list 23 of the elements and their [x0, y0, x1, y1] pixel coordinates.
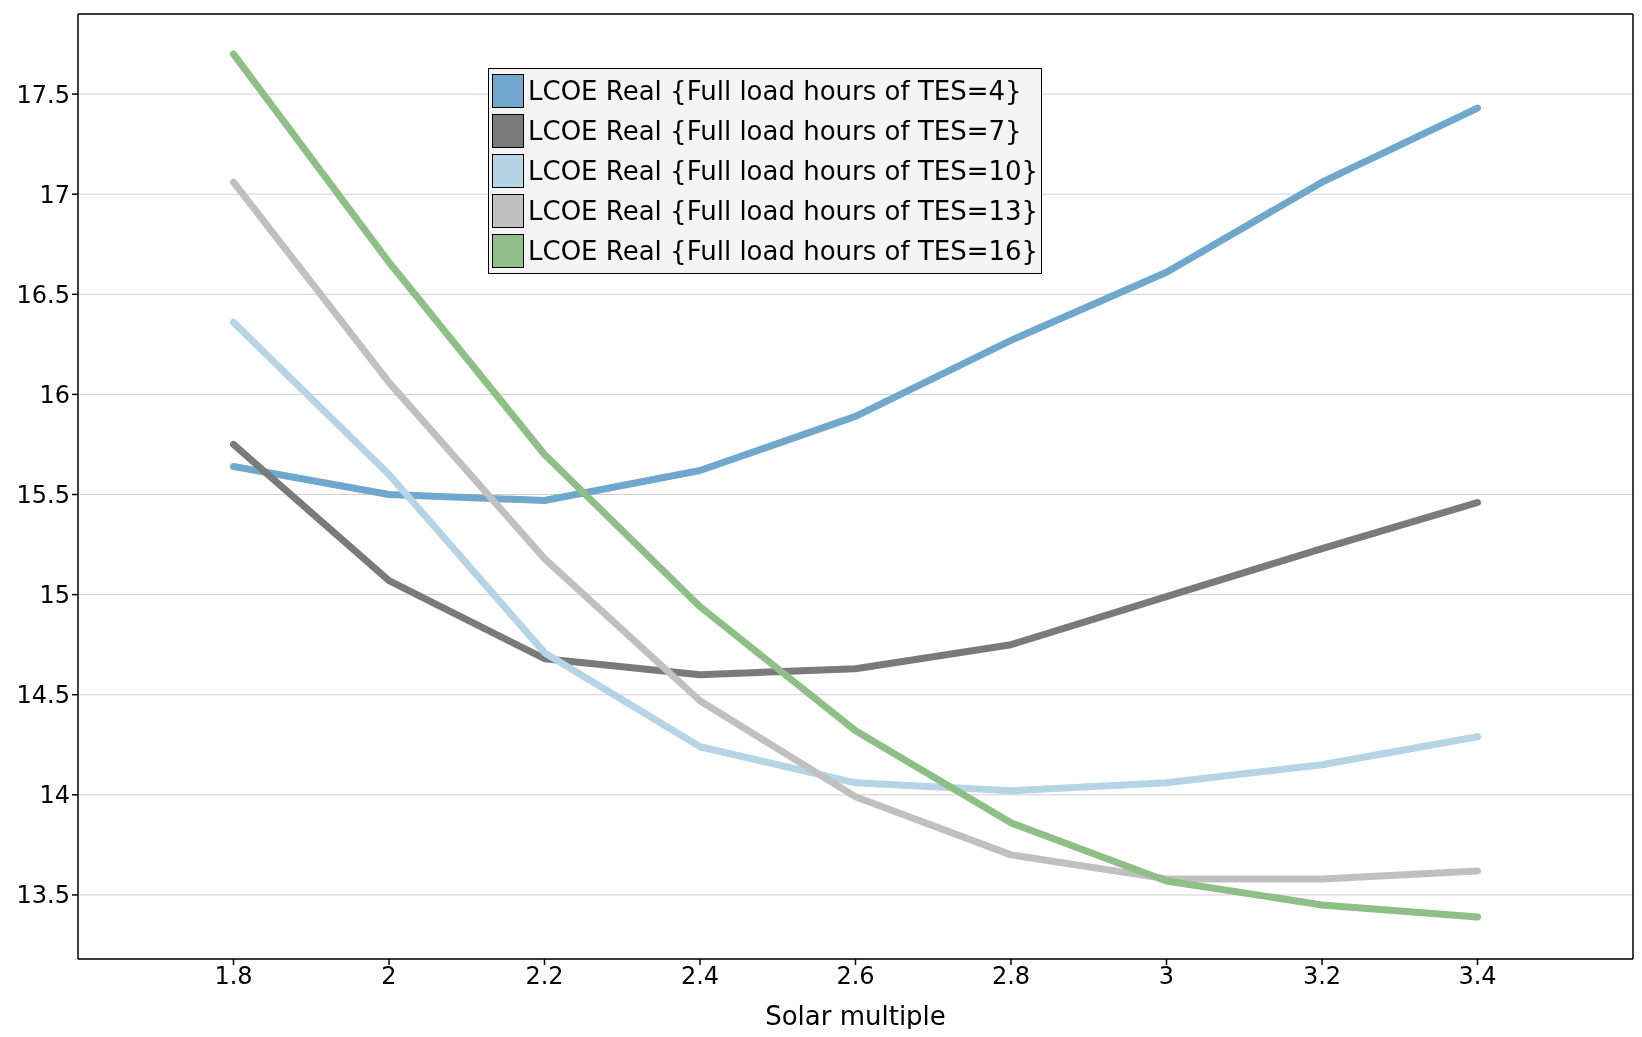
legend-label: LCOE Real {Full load hours of TES=10} — [528, 156, 1039, 186]
legend-label: LCOE Real {Full load hours of TES=13} — [528, 196, 1039, 226]
y-tick-label: 17 — [39, 180, 70, 209]
x-tick-label: 1.8 — [214, 962, 253, 991]
y-tick-label: 14 — [39, 781, 70, 810]
x-tick-label: 3.4 — [1458, 962, 1497, 991]
y-tick-label: 13.5 — [16, 881, 70, 910]
y-tick-label: 16 — [39, 380, 70, 409]
x-tick-label: 2.6 — [836, 962, 875, 991]
x-tick-label: 2.2 — [525, 962, 564, 991]
legend-label: LCOE Real {Full load hours of TES=4} — [528, 76, 1022, 106]
y-tick-label: 14.5 — [16, 681, 70, 710]
y-tick-label: 15.5 — [16, 481, 70, 510]
x-tick-label: 3 — [1158, 962, 1175, 991]
x-tick-label: 2 — [381, 962, 397, 991]
x-tick-label: 2.8 — [991, 962, 1031, 991]
y-tick-label: 15 — [39, 581, 70, 610]
x-tick-label: 2.4 — [680, 962, 720, 991]
y-tick-label: 16.5 — [16, 280, 70, 309]
legend-label: LCOE Real {Full load hours of TES=7} — [528, 116, 1022, 146]
legend-label: LCOE Real {Full load hours of TES=16} — [528, 236, 1039, 266]
x-tick-label: 3.2 — [1302, 962, 1342, 991]
y-tick-label: 17.5 — [16, 80, 70, 109]
